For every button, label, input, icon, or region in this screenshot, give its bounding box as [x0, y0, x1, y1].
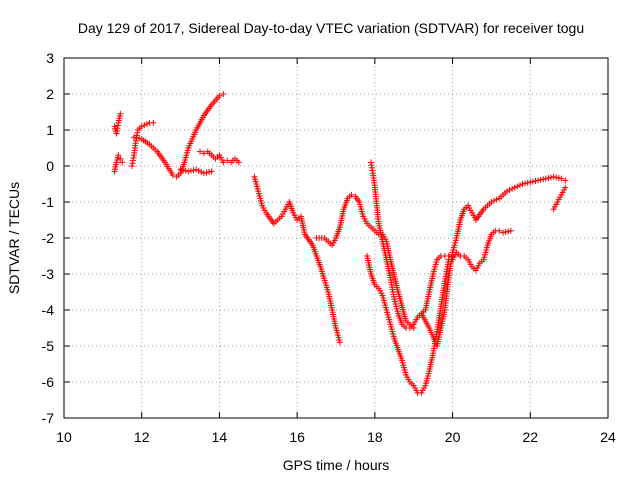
data-point	[558, 175, 565, 182]
data-point	[200, 170, 207, 177]
data-point	[235, 159, 242, 166]
data-point	[491, 197, 498, 204]
data-point	[555, 175, 562, 181]
data-point	[143, 121, 150, 127]
y-tick-label: 0	[46, 158, 54, 174]
x-tick-labels: 10 12 14 16 18 20 22 24	[56, 429, 616, 445]
data-markers	[111, 91, 569, 396]
data-point	[505, 228, 512, 235]
data-point	[336, 339, 343, 346]
chart-title: Day 129 of 2017, Sidereal Day-to-day VTE…	[78, 20, 584, 36]
data-point	[141, 122, 148, 129]
data-point	[511, 184, 518, 191]
data-point	[208, 168, 215, 175]
data-point	[133, 134, 140, 141]
y-tick-label: -7	[42, 410, 55, 426]
data-point	[119, 159, 126, 166]
data-point	[488, 199, 495, 205]
data-point	[496, 227, 503, 234]
x-tick-label: 16	[289, 429, 305, 445]
data-point	[182, 167, 189, 174]
data-point	[195, 167, 202, 174]
data-point	[507, 227, 514, 234]
data-point	[197, 148, 203, 155]
data-point	[529, 178, 536, 185]
data-point	[532, 178, 539, 184]
data-point	[180, 167, 187, 174]
data-point	[136, 135, 143, 142]
data-point	[493, 196, 500, 203]
data-point	[535, 177, 542, 184]
data-point	[553, 174, 560, 181]
data-point	[522, 180, 529, 187]
data-point	[185, 168, 192, 175]
y-tick-label: -2	[42, 230, 55, 246]
data-point	[220, 91, 227, 97]
data-point	[562, 177, 569, 184]
data-point	[506, 187, 513, 193]
data-point	[348, 191, 355, 198]
y-tick-label: -4	[42, 302, 55, 318]
data-point	[150, 119, 157, 126]
y-tick-label: 2	[46, 86, 54, 102]
data-point	[514, 183, 521, 190]
x-tick-label: 12	[134, 429, 150, 445]
y-tick-labels: -7 -6 -5 -4 -3 -2 -1 0 1 2 3	[42, 50, 55, 426]
data-point	[130, 134, 137, 141]
data-point	[524, 179, 531, 186]
plot-frame	[63, 57, 609, 419]
data-point	[187, 167, 194, 174]
data-point	[516, 182, 523, 189]
data-point	[542, 175, 549, 182]
data-point	[502, 229, 509, 235]
data-point	[169, 172, 176, 178]
x-tick-label: 14	[212, 429, 228, 445]
data-point	[537, 176, 544, 183]
data-point	[117, 110, 124, 117]
data-point	[540, 176, 547, 183]
data-point	[519, 181, 526, 187]
y-tick-label: 3	[46, 50, 54, 66]
y-tick-label: -3	[42, 266, 55, 282]
data-point	[206, 169, 213, 175]
data-point	[545, 175, 552, 181]
data-point	[500, 229, 507, 236]
data-point	[548, 174, 555, 181]
x-tick-label: 18	[367, 429, 383, 445]
data-point	[138, 123, 145, 130]
y-tick-label: -1	[42, 194, 55, 210]
data-point	[550, 173, 557, 180]
data-point	[509, 185, 516, 192]
data-point	[224, 157, 231, 164]
data-point	[527, 179, 534, 186]
data-point	[190, 167, 197, 174]
x-tick-label: 20	[445, 429, 461, 445]
x-tick-label: 10	[56, 429, 72, 445]
y-tick-label: -6	[42, 374, 55, 390]
x-axis-label: GPS time / hours	[283, 457, 390, 473]
data-point	[216, 92, 223, 99]
data-point	[117, 155, 124, 162]
data-point	[203, 169, 210, 176]
x-tick-label: 22	[522, 429, 538, 445]
data-point	[115, 152, 122, 159]
y-tick-label: -5	[42, 338, 55, 354]
data-point	[503, 188, 510, 195]
data-point	[220, 159, 227, 166]
data-point	[177, 166, 184, 173]
y-axis-label: SDTVAR / TECUs	[6, 182, 22, 294]
y-tick-label: 1	[46, 122, 54, 138]
x-tick-label: 24	[600, 429, 616, 445]
data-point	[200, 150, 207, 157]
data-point	[198, 169, 205, 175]
data-point	[562, 184, 569, 191]
data-point	[193, 166, 200, 173]
